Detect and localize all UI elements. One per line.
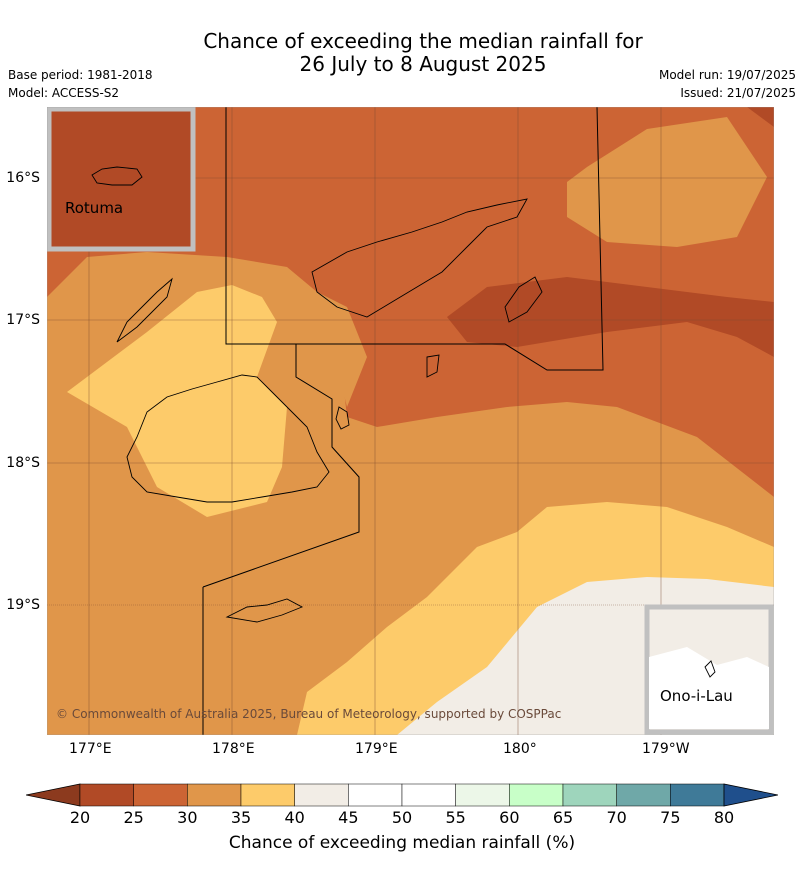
colorbar-tick-label: 75 <box>660 808 681 827</box>
colorbar-tick-label: 20 <box>69 808 91 827</box>
colorbar-segment <box>348 783 403 807</box>
colorbar-tick-label: 40 <box>284 808 305 827</box>
viti-levu-coast <box>126 374 330 503</box>
map-title: Chance of exceeding the median rainfall … <box>0 30 804 76</box>
base-period: Base period: 1981-2018 <box>8 68 153 82</box>
lat-label-16s: 16°S <box>6 170 40 186</box>
kadavu-coast <box>225 598 304 623</box>
copyright-text: © Commonwealth of Australia 2025, Bureau… <box>56 707 561 721</box>
model-name: Model: ACCESS-S2 <box>8 86 120 100</box>
colorbar-segment <box>79 783 134 807</box>
colorbar-tick-label: 30 <box>177 808 198 827</box>
colorbar-tick-label: 80 <box>713 808 735 827</box>
band-30-35-ne <box>567 117 767 247</box>
colorbar-segment <box>240 783 295 807</box>
onoilau-label: Ono-i-Lau <box>660 687 733 705</box>
taveuni-coast <box>504 276 543 323</box>
colorbar-tick-label: 60 <box>499 808 520 827</box>
colorbar-title: Chance of exceeding median rainfall (%) <box>228 833 576 853</box>
lon-label-178e: 178°E <box>212 741 255 757</box>
map-title-line2: 26 July to 8 August 2025 <box>299 52 547 76</box>
colorbar-segment <box>670 783 725 807</box>
vanua-levu-coast <box>311 198 528 318</box>
colorbar <box>26 783 778 807</box>
colorbar-segment <box>187 783 242 807</box>
inset-rotuma <box>47 107 196 252</box>
koro-coast <box>426 354 440 378</box>
colorbar-arrow-high <box>723 783 778 807</box>
northwest-islets <box>116 277 173 343</box>
coastlines <box>116 198 543 623</box>
colorbar-tick-label: 65 <box>552 808 574 827</box>
band-30-35-mid <box>317 292 367 407</box>
onoilau-white-area <box>649 647 769 729</box>
ovalau-coast <box>335 406 350 430</box>
metadata-left: Base period: 1981-2018 Model: ACCESS-S2 <box>8 66 153 102</box>
band-20-25-east <box>447 277 774 357</box>
colorbar-segment <box>455 783 510 807</box>
colorbar-segment <box>616 783 671 807</box>
issued-date: Issued: 21/07/2025 <box>680 86 796 100</box>
colorbar-tick-label: 35 <box>230 808 252 827</box>
lat-label-17s: 17°S <box>6 312 40 328</box>
colorbar-tick-label: 55 <box>445 808 466 827</box>
colorbar-tick-label: 50 <box>391 808 413 827</box>
lon-label-179e: 179°E <box>355 741 398 757</box>
rotuma-label: Rotuma <box>65 199 123 217</box>
lat-label-18s: 18°S <box>6 455 40 471</box>
lon-label-177e: 177°E <box>69 741 112 757</box>
colorbar-segment <box>509 783 564 807</box>
lon-label-180: 180° <box>503 741 537 757</box>
lon-label-179w: 179°W <box>642 741 690 757</box>
colorbar-segment <box>133 783 188 807</box>
colorbar-segment <box>401 783 456 807</box>
colorbar-tick-label: 70 <box>606 808 627 827</box>
colorbar-tick-label: 45 <box>338 808 359 827</box>
metadata-right: Model run: 19/07/2025 Issued: 21/07/2025 <box>659 66 796 102</box>
colorbar-tick-label: 25 <box>123 808 144 827</box>
onoilau-island <box>704 660 716 678</box>
map-title-line1: Chance of exceeding the median rainfall … <box>203 29 643 53</box>
lat-label-19s: 19°S <box>6 597 40 613</box>
colorbar-arrow-low <box>26 783 81 807</box>
rotuma-island <box>91 166 143 186</box>
colorbar-segment <box>562 783 617 807</box>
boundaries <box>202 107 604 735</box>
model-run: Model run: 19/07/2025 <box>658 68 796 82</box>
rainfall-map: Rotuma Ono-i-Lau © Commonwealth of Austr… <box>47 107 774 735</box>
colorbar-segment <box>294 783 349 807</box>
